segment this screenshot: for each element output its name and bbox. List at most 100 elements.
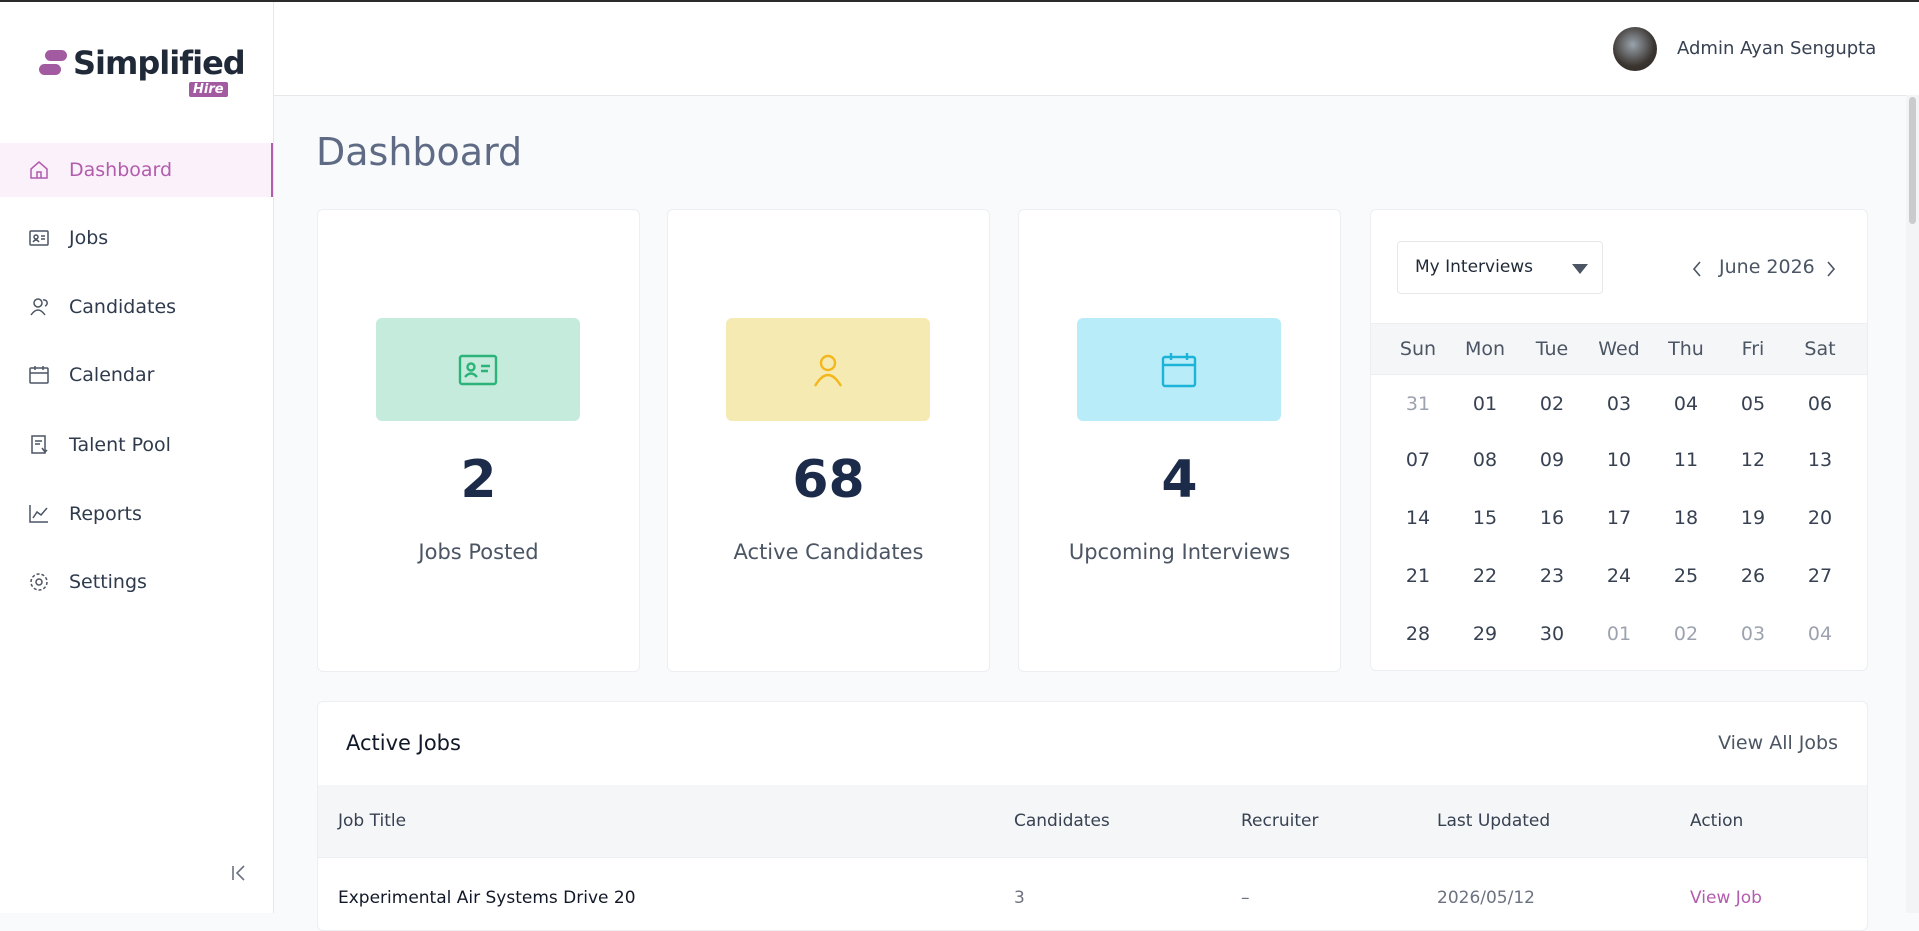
top-bar: Admin Ayan Sengupta (274, 2, 1919, 96)
table-header (318, 785, 1867, 858)
scrollbar (1906, 95, 1919, 913)
calendar-day[interactable]: 31 (1405, 393, 1431, 415)
calendar-day[interactable]: 07 (1405, 449, 1431, 471)
user-name[interactable]: Admin Ayan Sengupta (1677, 38, 1877, 59)
next-month[interactable] (1825, 260, 1837, 278)
calendar-day[interactable]: 02 (1673, 623, 1699, 645)
table-cell: – (1241, 888, 1250, 908)
calendar-day[interactable]: 08 (1472, 449, 1498, 471)
avatar[interactable] (1613, 27, 1657, 71)
calendar-day[interactable]: 02 (1539, 393, 1565, 415)
nav-item[interactable]: Dashboard (0, 143, 273, 197)
stat-card: 2 Jobs Posted (317, 209, 640, 672)
calendar-day[interactable]: 24 (1606, 565, 1632, 587)
nav-item[interactable]: Jobs (0, 211, 273, 265)
nav-label: Dashboard (69, 159, 173, 181)
table-cell: 3 (1014, 888, 1025, 908)
stat-value: 2 (460, 450, 497, 510)
nav-label: Settings (69, 571, 147, 593)
nav-label: Jobs (69, 227, 109, 249)
nav-item[interactable]: Candidates (0, 280, 273, 334)
calendar-day[interactable]: 12 (1740, 449, 1766, 471)
calendar-day[interactable]: 28 (1405, 623, 1431, 645)
view-all-link[interactable]: View All Jobs (1718, 732, 1838, 754)
nav-item[interactable]: Talent Pool (0, 418, 273, 472)
nav-icon (30, 573, 48, 591)
month-label: June 2026 (1719, 256, 1815, 278)
weekday-band (1371, 323, 1867, 375)
calendar-day[interactable]: 19 (1740, 507, 1766, 529)
calendar-day[interactable]: 17 (1606, 507, 1632, 529)
stat-icon-box (726, 318, 930, 421)
weekday: Sat (1804, 338, 1836, 360)
nav-icon (30, 298, 48, 316)
calendar-day[interactable]: 29 (1472, 623, 1498, 645)
dropdown-arrow (1572, 264, 1588, 274)
column-header: Last Updated (1437, 811, 1551, 831)
nav-item[interactable]: Settings (0, 555, 273, 609)
calendar-day[interactable]: 27 (1807, 565, 1833, 587)
collapse-button[interactable] (230, 864, 248, 882)
nav-item[interactable]: Reports (0, 487, 273, 541)
calendar-day[interactable]: 05 (1740, 393, 1766, 415)
stat-card: 68 Active Candidates (667, 209, 990, 672)
logo: Simplified Hire (39, 44, 246, 100)
calendar-day[interactable]: 20 (1807, 507, 1833, 529)
nav-label: Calendar (69, 364, 155, 386)
calendar-day[interactable]: 15 (1472, 507, 1498, 529)
calendar-day[interactable]: 21 (1405, 565, 1431, 587)
table-cell: Experimental Air Systems Drive 20 (338, 888, 636, 908)
calendar-day[interactable]: 03 (1740, 623, 1766, 645)
calendar-day[interactable]: 04 (1807, 623, 1833, 645)
calendar-day[interactable]: 03 (1606, 393, 1632, 415)
weekday: Sun (1399, 338, 1437, 360)
nav-icon (30, 161, 48, 179)
stat-icon (813, 354, 843, 387)
calendar-day[interactable]: 01 (1472, 393, 1498, 415)
calendar-day[interactable]: 04 (1673, 393, 1699, 415)
calendar-day[interactable]: 13 (1807, 449, 1833, 471)
calendar-day[interactable]: 22 (1472, 565, 1498, 587)
stat-icon-box (376, 318, 580, 421)
stat-value: 68 (792, 450, 865, 510)
calendar-day[interactable]: 06 (1807, 393, 1833, 415)
nav-label: Talent Pool (69, 434, 171, 456)
nav-icon (29, 366, 49, 384)
calendar-day[interactable]: 16 (1539, 507, 1565, 529)
active-jobs-card: Active Jobs View All Jobs Job Title Candi… (317, 701, 1868, 931)
stat-label: Active Candidates (733, 540, 924, 564)
stat-label: Upcoming Interviews (1068, 540, 1291, 564)
calendar-day[interactable]: 01 (1606, 623, 1632, 645)
calendar-filter[interactable]: My Interviews (1397, 241, 1603, 294)
view-job-link[interactable]: View Job (1690, 888, 1762, 908)
calendar-day[interactable]: 18 (1673, 507, 1699, 529)
logo-tag: Hire (189, 82, 228, 97)
calendar-day[interactable]: 14 (1405, 507, 1431, 529)
calendar-day[interactable]: 11 (1673, 449, 1699, 471)
calendar-day[interactable]: 23 (1539, 565, 1565, 587)
calendar-day[interactable]: 30 (1539, 623, 1565, 645)
calendar-day[interactable]: 25 (1673, 565, 1699, 587)
stat-icon (458, 354, 498, 385)
scrollbar-thumb[interactable] (1909, 97, 1916, 224)
page-title: Dashboard (316, 130, 523, 174)
calendar-day[interactable]: 10 (1606, 449, 1632, 471)
weekday: Tue (1535, 338, 1569, 360)
top-border (0, 0, 1919, 2)
calendar-card: My Interviews June 2026 Sun Mon Tue Wed Thu F… (1370, 209, 1868, 671)
logo-text: Simplified (73, 44, 246, 82)
table-cell: 2026/05/12 (1437, 888, 1535, 908)
nav-icon (31, 435, 48, 454)
weekday: Fri (1741, 338, 1765, 360)
sidebar: Simplified Hire Dashboard Jobs Candidates C… (0, 2, 274, 913)
column-header: Recruiter (1241, 811, 1319, 831)
weekday: Thu (1668, 338, 1704, 360)
calendar-day[interactable]: 09 (1539, 449, 1565, 471)
nav-icon (29, 505, 48, 523)
weekday: Mon (1464, 338, 1506, 360)
column-header: Candidates (1014, 811, 1110, 831)
prev-month[interactable] (1691, 260, 1703, 278)
nav-item[interactable]: Calendar (0, 348, 273, 402)
calendar-day[interactable]: 26 (1740, 565, 1766, 587)
